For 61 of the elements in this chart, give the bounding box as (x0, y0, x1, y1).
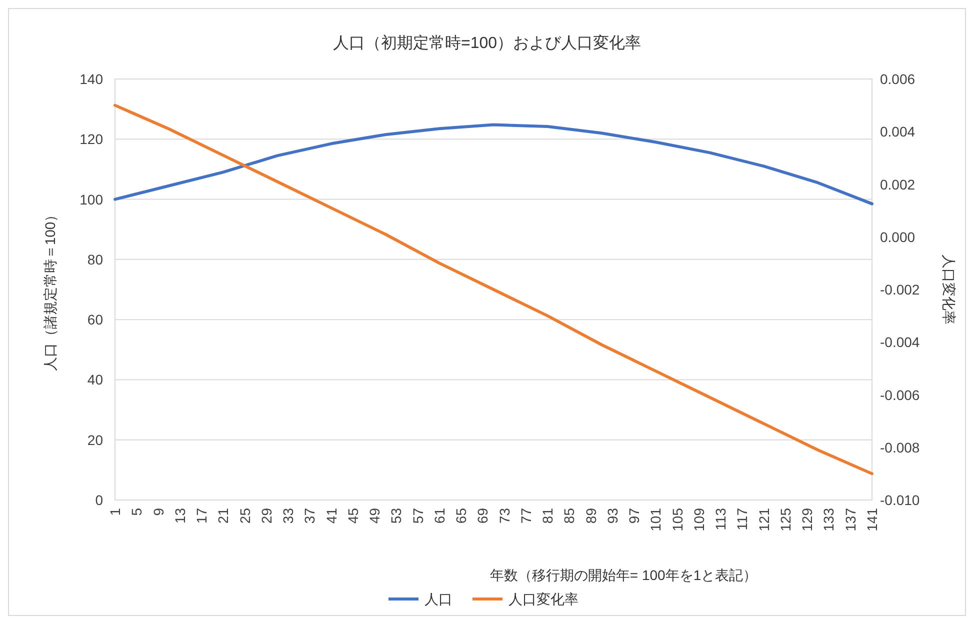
legend-label: 人口 (424, 591, 452, 607)
line-series (114, 104, 874, 476)
x-tick-label: 37 (302, 508, 318, 524)
x-tick-label: 69 (474, 508, 491, 524)
y2-tick-label: -0.004 (880, 334, 920, 350)
x-tick-label: 81 (540, 508, 556, 524)
y2-tick-label: 0.002 (880, 176, 916, 192)
x-axis-title: 年数（移行期の開始年= 100年を1と表記） (490, 567, 758, 583)
x-tick-label: 109 (690, 508, 707, 532)
x-tick-label: 33 (280, 508, 296, 524)
y2-tick-label: -0.010 (880, 492, 920, 508)
y2-tick-label: -0.006 (880, 386, 920, 403)
x-tick-label: 137 (842, 508, 858, 532)
x-tick-label: 41 (323, 508, 340, 524)
y2-tick-label: -0.002 (880, 282, 920, 298)
x-tick-label: 125 (777, 508, 794, 532)
x-tick-label: 117 (734, 508, 750, 530)
x-tick-label: 73 (496, 508, 512, 524)
y2-tick-label: 0.004 (880, 124, 916, 140)
x-tick-label: 121 (756, 508, 772, 532)
x-tick-label: 53 (388, 508, 404, 524)
x-tick-label: 21 (215, 508, 232, 524)
y2-tick-label: 0.006 (880, 71, 916, 87)
y2-axis-title: 人口変化率 (941, 254, 957, 324)
x-tick-label: 1 (107, 508, 123, 516)
x-tick-label: 77 (518, 508, 534, 524)
y-tick-label: 60 (87, 312, 104, 328)
x-tick-label: 85 (561, 508, 578, 524)
x-tick-label: 5 (128, 508, 145, 516)
y2-tick-label: -0.008 (880, 439, 920, 456)
y-tick-label: 80 (87, 251, 104, 268)
x-tick-label: 65 (453, 508, 470, 524)
y-tick-label: 0 (95, 492, 104, 508)
y-tick-label: 100 (80, 191, 104, 208)
x-tick-label: 129 (799, 508, 816, 532)
legend-label: 人口変化率 (508, 591, 578, 607)
x-tick-label: 61 (431, 508, 448, 524)
y-tick-label: 20 (87, 432, 104, 448)
x-tick-label: 133 (820, 508, 837, 532)
x-tick-label: 9 (150, 508, 166, 516)
y-tick-label: 140 (80, 71, 104, 87)
y2-tick-label: 0.000 (880, 228, 916, 245)
x-tick-label: 25 (236, 508, 253, 524)
y-tick-label: 120 (80, 131, 104, 148)
y-axis-title: 人口（諸規定常時＝100） (42, 208, 58, 372)
x-tick-label: 45 (344, 508, 361, 524)
x-tick-label: 49 (366, 508, 383, 524)
x-tick-label: 57 (410, 508, 426, 524)
x-tick-label: 13 (172, 508, 188, 524)
x-tick-label: 105 (669, 508, 686, 532)
x-tick-label: 93 (604, 508, 620, 524)
chart-title: 人口（初期定常時=100）および人口変化率 (332, 34, 642, 52)
x-tick-label: 141 (864, 508, 880, 532)
line-series (114, 123, 874, 206)
x-tick-label: 97 (626, 508, 642, 524)
x-tick-label: 113 (712, 508, 729, 530)
x-tick-label: 101 (648, 508, 664, 532)
y-tick-label: 40 (87, 372, 104, 388)
x-tick-label: 89 (582, 508, 599, 524)
x-tick-label: 17 (194, 508, 210, 524)
x-tick-label: 29 (258, 508, 274, 524)
